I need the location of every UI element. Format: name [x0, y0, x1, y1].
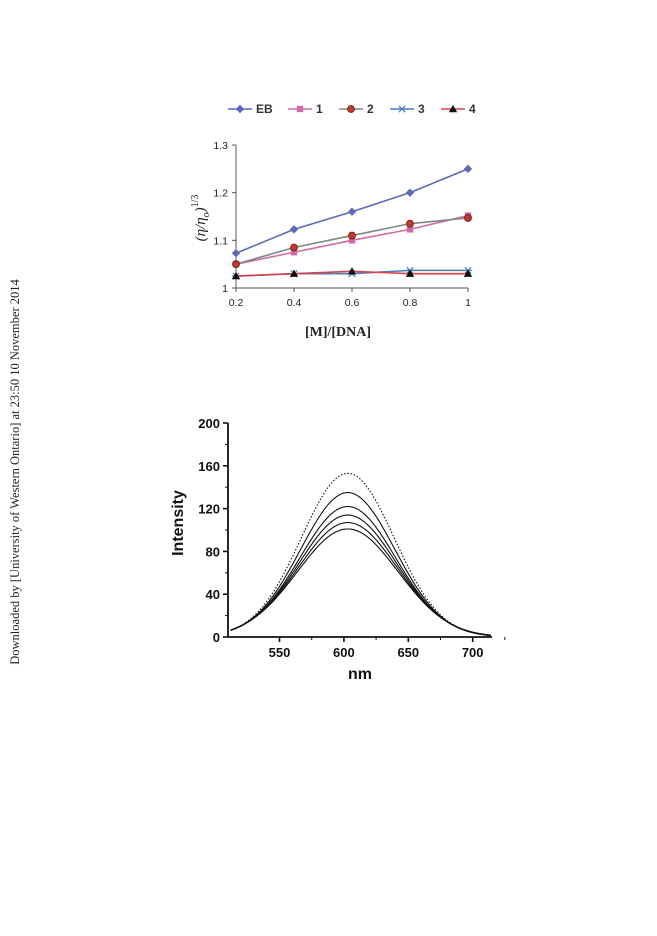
chart1-y-tick-label: 1: [222, 283, 228, 295]
chart2-spectrum-curve: [230, 472, 491, 637]
chart1-legend-item-2: 2: [339, 102, 374, 116]
chart1-point-2: [406, 219, 414, 228]
chart1-point-4: [347, 267, 357, 275]
chart1-point-2: [290, 243, 298, 252]
chart1-y-tick-label: 1.2: [213, 188, 228, 200]
chart1-y-tick-label: 1.3: [213, 140, 228, 152]
chart1-x-tick-label: 0.8: [403, 297, 418, 309]
chart2-spectrum-curve: [230, 514, 491, 636]
chart2-y-tick-label: 0: [213, 630, 220, 645]
chart1-x-axis-label: [M]/[DNA]: [305, 325, 371, 340]
chart1-point-2: [348, 231, 356, 240]
chart2-y-tick-label: 80: [206, 544, 220, 559]
chart1-legend-marker: [397, 105, 407, 113]
chart1-legend: EB 1 2 3 4: [228, 102, 476, 116]
chart1-legend-item-4: 4: [441, 102, 476, 116]
chart1-point-EB: [463, 164, 473, 174]
svg-text:(η/ηo)1/3: (η/ηo)1/3: [190, 195, 212, 242]
chart1-point-EB: [289, 225, 299, 234]
chart1-legend-item-1: 1: [288, 102, 323, 116]
chart1-legend-marker: [448, 104, 458, 113]
chart2-x-tick-label: 700: [462, 645, 484, 660]
chart1-point-1: [348, 237, 356, 244]
chart1-legend-label: EB: [256, 102, 273, 116]
chart2-y-tick-label: 120: [198, 502, 220, 517]
chart1-x-tick-label: 1: [465, 297, 471, 309]
chart1-legend-label: 2: [367, 102, 374, 116]
chart2-y-axis-label: Intensity: [170, 490, 187, 556]
chart2-spectrum-curve: [230, 492, 491, 637]
chart2-x-axis-label: nm: [348, 666, 372, 683]
chart2-spectrum-curve: [230, 528, 491, 636]
chart1-point-1: [406, 226, 414, 233]
chart1-point-4: [463, 269, 473, 277]
chart1-point-EB: [347, 207, 357, 216]
chart1-x-tick-label: 0.2: [229, 297, 244, 309]
chart1-point-EB: [231, 249, 241, 258]
chart1-y-axis-label: (η/ηo)1/3: [190, 195, 212, 242]
chart2-y-tick-label: 200: [198, 416, 220, 431]
chart2-x-tick-label: 600: [333, 645, 355, 660]
chart1-point-2: [464, 214, 472, 222]
chart1-point-1: [290, 249, 298, 256]
chart1-legend-label: 4: [469, 102, 476, 116]
chart1-legend-item-3: 3: [390, 102, 425, 116]
chart2-spectrum-curve: [230, 521, 491, 636]
chart1-point-4: [405, 269, 415, 277]
chart1-x-tick-label: 0.4: [287, 297, 302, 309]
chart2-y-tick-label: 160: [198, 459, 220, 474]
chart1-legend-label: 1: [316, 102, 323, 116]
chart1-point-EB: [405, 188, 415, 197]
chart2-series: [230, 472, 491, 637]
chart1-point-2: [232, 260, 240, 269]
chart1-legend-marker: [347, 105, 355, 113]
chart1-legend-marker: [235, 104, 245, 114]
chart1-x-tick-label: 0.6: [345, 297, 360, 309]
chart1-legend-label: 3: [418, 102, 425, 116]
chart1-series: [231, 164, 473, 280]
chart1-point-4: [231, 271, 241, 280]
chart2-axes: 0 40 80 120 160 200 550 600 650 700: [198, 416, 506, 660]
chart2-x-tick-label: 550: [269, 645, 291, 660]
chart1-point-4: [289, 269, 299, 277]
chart1-legend-marker: [296, 105, 304, 113]
chart1-legend-item-EB: EB: [228, 102, 273, 116]
viscosity-chart: EB 1 2 3 4 1 1.1 1.2 1.3 0.2 0.4 0.6 0.8 1 [M]/[DNA]…: [190, 102, 476, 340]
chart1-y-tick-label: 1.1: [213, 235, 228, 247]
chart2-y-tick-label: 40: [206, 587, 220, 602]
chart2-x-tick-label: 650: [397, 645, 419, 660]
